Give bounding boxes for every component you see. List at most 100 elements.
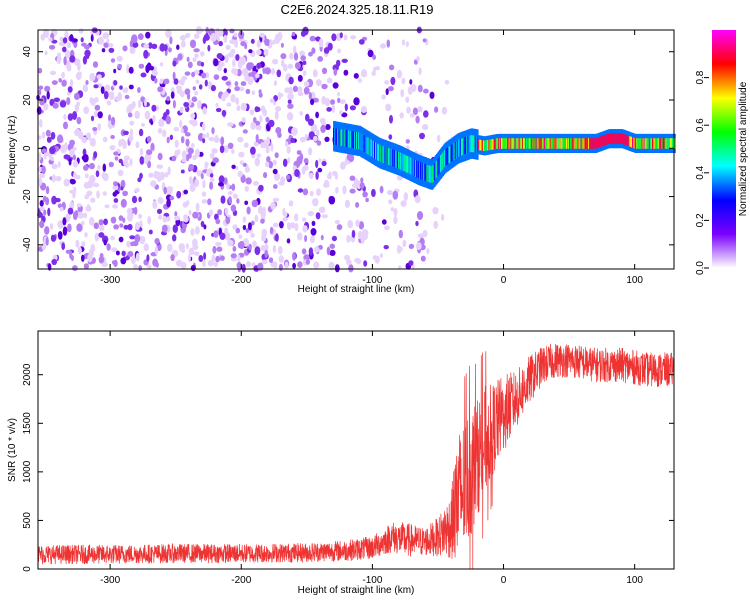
- heatmap-cell: [59, 36, 64, 42]
- heatmap-ridge-cell: [498, 138, 501, 149]
- heatmap-cell: [92, 127, 98, 132]
- heatmap-cell: [288, 200, 294, 207]
- heatmap-cell: [310, 98, 315, 106]
- heatmap-frame: [37, 29, 675, 270]
- heatmap-cell: [132, 41, 139, 48]
- heatmap-ridge-cell: [668, 138, 671, 149]
- heatmap-cell: [146, 254, 150, 262]
- heatmap-ridge-cell: [440, 155, 442, 173]
- heatmap-cell: [87, 179, 94, 189]
- heatmap-cell: [65, 49, 70, 59]
- heatmap-ridge-cell: [374, 141, 376, 159]
- heatmap-cell: [251, 90, 256, 96]
- heatmap-cell: [108, 43, 114, 48]
- heatmap-ridge-cell: [525, 138, 527, 149]
- heatmap-cell: [308, 147, 313, 156]
- heatmap-cell: [285, 175, 291, 180]
- heatmap-cell: [106, 243, 111, 251]
- heatmap-cell: [45, 151, 51, 156]
- heatmap-cell: [41, 131, 46, 139]
- heatmap-cell: [312, 199, 316, 204]
- heatmap-cell: [118, 215, 124, 221]
- heatmap-cell: [341, 112, 348, 118]
- y-tick-label: 0: [22, 566, 33, 572]
- heatmap-cell: [72, 111, 78, 120]
- heatmap-cell: [292, 262, 296, 269]
- heatmap-cell: [242, 224, 247, 231]
- heatmap-ridge-cell: [642, 138, 645, 149]
- heatmap-cell: [229, 28, 235, 34]
- heatmap-cell: [406, 106, 411, 114]
- heatmap-cell: [333, 68, 338, 76]
- heatmap-cell: [268, 161, 274, 169]
- heatmap-cell: [242, 216, 247, 223]
- heatmap-ridge-cell: [443, 151, 445, 169]
- heatmap-ridge-cell: [516, 138, 519, 149]
- heatmap-cell: [150, 119, 154, 126]
- heatmap-cell: [353, 73, 359, 79]
- heatmap-cell: [190, 264, 196, 272]
- heatmap-cell: [218, 40, 223, 47]
- heatmap-cell: [301, 248, 307, 255]
- heatmap-cell: [417, 106, 423, 113]
- heatmap-ridge-cell: [396, 150, 398, 168]
- heatmap-cell: [89, 72, 96, 82]
- heatmap-cell: [307, 118, 315, 126]
- heatmap-cell: [57, 231, 63, 240]
- heatmap-cell: [405, 41, 409, 48]
- heatmap-cell: [112, 204, 119, 209]
- heatmap-ridge-cell: [408, 156, 411, 174]
- heatmap-cell: [321, 83, 328, 90]
- heatmap-cell: [174, 139, 179, 148]
- heatmap-cell: [37, 67, 43, 74]
- heatmap-cell: [240, 81, 247, 87]
- heatmap-cell: [371, 188, 376, 198]
- heatmap-cell: [399, 112, 404, 119]
- heatmap-cell: [157, 127, 163, 134]
- heatmap-cell: [264, 161, 270, 168]
- heatmap-ridge-cell: [569, 138, 571, 149]
- heatmap-cell: [264, 67, 272, 75]
- heatmap-cell: [248, 243, 252, 251]
- heatmap-cell: [432, 207, 439, 215]
- heatmap-ridge-cell: [606, 133, 609, 145]
- heatmap-cell: [148, 229, 153, 235]
- heatmap-ridge-cell: [618, 133, 621, 144]
- heatmap-cell: [286, 146, 291, 154]
- heatmap-cell: [76, 101, 80, 107]
- heatmap-cell: [167, 166, 171, 176]
- heatmap-cell: [257, 206, 264, 215]
- heatmap-cell: [357, 78, 363, 83]
- heatmap-cell: [227, 122, 234, 127]
- heatmap-cell: [236, 262, 242, 269]
- heatmap-cell: [357, 231, 363, 240]
- heatmap-cell: [154, 238, 160, 245]
- heatmap-cell: [367, 49, 374, 58]
- heatmap-cell: [346, 259, 352, 266]
- heatmap-ridge-cell: [427, 165, 430, 182]
- heatmap-cell: [272, 58, 279, 65]
- heatmap-cell: [121, 250, 126, 257]
- heatmap-cell: [189, 119, 196, 125]
- heatmap-ridge-cell: [346, 130, 349, 148]
- heatmap-cell: [288, 86, 293, 95]
- heatmap-cell: [195, 202, 200, 212]
- heatmap-cell: [117, 63, 123, 69]
- heatmap-cell: [365, 197, 369, 203]
- heatmap-cell: [224, 207, 229, 215]
- heatmap-cell: [221, 93, 227, 102]
- heatmap-cell: [273, 184, 278, 189]
- heatmap-cell: [74, 210, 79, 217]
- heatmap-ridge-cell: [654, 138, 656, 149]
- heatmap-cell: [96, 190, 100, 199]
- heatmap-ridge-cell: [649, 138, 652, 149]
- heatmap-cell: [195, 79, 200, 84]
- heatmap-cell: [313, 261, 320, 269]
- y-tick-label: 1500: [22, 412, 33, 435]
- heatmap-cell: [187, 61, 193, 69]
- chart-title: C2E6.2024.325.18.11.R19: [281, 2, 434, 17]
- heatmap-cell: [331, 235, 337, 242]
- heatmap-cell: [219, 145, 225, 154]
- heatmap-cell: [158, 118, 165, 128]
- heatmap-cell: [409, 79, 413, 85]
